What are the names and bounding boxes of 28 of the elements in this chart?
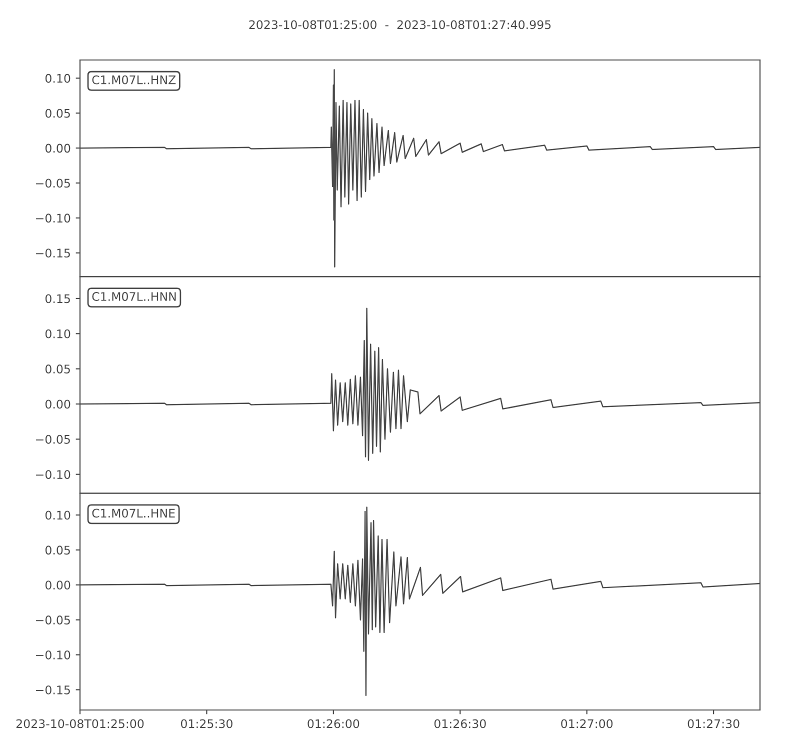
y-tick-label: 0.10	[45, 329, 70, 338]
x-tick-label: 01:25:30	[180, 719, 232, 728]
y-tick-label: −0.15	[36, 685, 70, 694]
annotation: C1.M07L..HNE	[92, 508, 175, 518]
annotation: C1.M07L..HNZ	[92, 75, 176, 84]
y-tick-label: 0.10	[45, 74, 70, 83]
y-tick-label: −0.05	[36, 178, 70, 188]
y-tick-label: −0.05	[36, 616, 70, 624]
annotation: C1.M07L..HNN	[92, 292, 176, 301]
y-tick-label: 0.10	[45, 510, 70, 520]
y-tick-label: 0.05	[45, 546, 70, 555]
y-tick-label: −0.10	[36, 650, 70, 660]
y-tick-label: 0.05	[45, 364, 70, 374]
y-tick-label: 0.05	[45, 108, 70, 118]
y-tick-label: −0.05	[36, 434, 70, 444]
y-tick-label: 0.00	[45, 400, 70, 409]
y-tick-label: 0.15	[45, 294, 70, 304]
x-tick-label: 01:27:00	[561, 719, 613, 728]
y-tick-label: −0.10	[36, 214, 70, 223]
y-tick-label: −0.10	[36, 470, 70, 479]
x-tick-label: 01:26:30	[434, 719, 486, 728]
chart-title: 2023-10-08T01:25:00 - 2023-10-08T01:27:40.995	[249, 20, 551, 30]
y-tick-label: −0.15	[36, 248, 70, 258]
x-tick-label: 01:27:30	[688, 719, 740, 728]
x-tick-label: 2023-10-08T01:25:00	[16, 719, 144, 728]
x-tick-label: 01:26:00	[308, 719, 360, 728]
y-tick-label: 0.00	[45, 144, 70, 153]
y-tick-label: 0.00	[45, 580, 70, 590]
